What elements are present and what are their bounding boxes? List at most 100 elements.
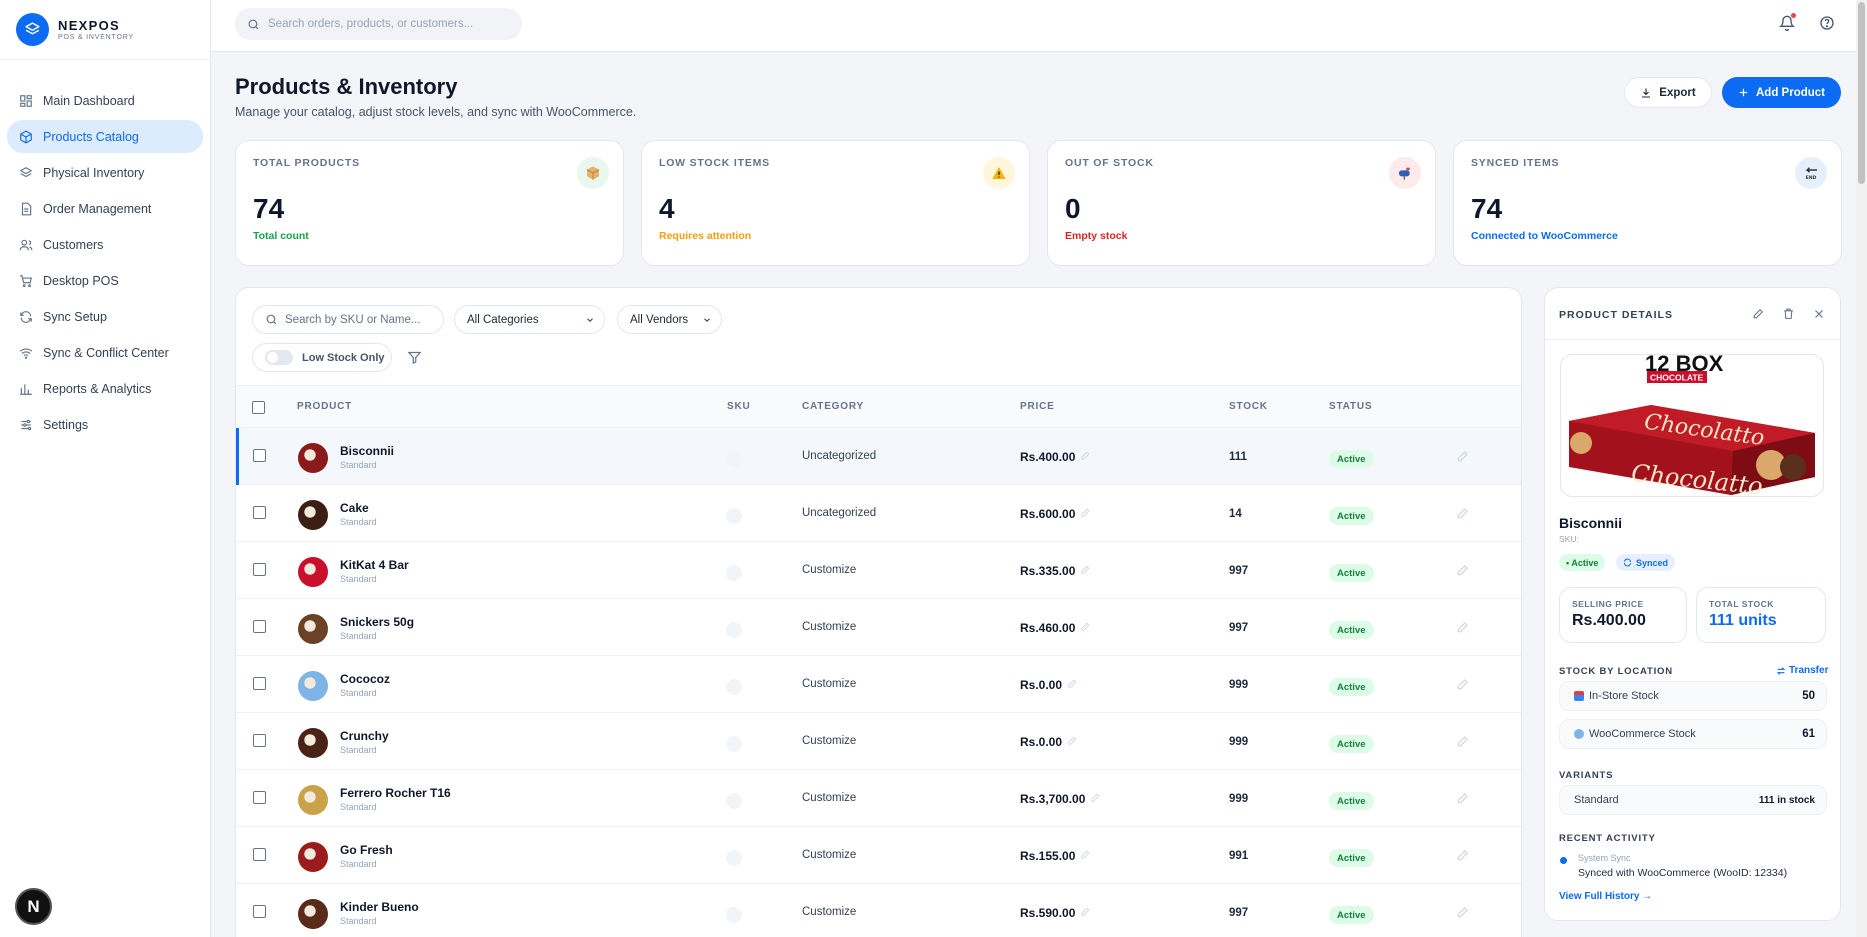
sidebar-item-sync-conflict-center[interactable]: Sync & Conflict Center — [7, 336, 203, 369]
edit-row-icon[interactable] — [1456, 905, 1470, 919]
table-row[interactable]: KitKat 4 Bar Standard Customize Rs.335.00 99… — [236, 542, 1521, 599]
product-price[interactable]: Rs.3,700.00 — [1020, 792, 1101, 806]
edit-price-icon[interactable] — [1075, 621, 1091, 635]
product-thumbnail — [298, 443, 328, 473]
edit-icon[interactable] — [1751, 306, 1766, 321]
close-icon[interactable] — [1811, 306, 1826, 321]
row-checkbox[interactable] — [253, 677, 266, 690]
row-checkbox[interactable] — [253, 734, 266, 747]
product-name[interactable]: Ferrero Rocher T16 — [340, 786, 451, 800]
edit-row-icon[interactable] — [1456, 506, 1470, 520]
product-name[interactable]: Bisconnii — [340, 444, 395, 458]
category-select[interactable]: All Categories — [454, 305, 605, 334]
select-all-checkbox[interactable] — [252, 401, 265, 414]
stat-label: SYNCED ITEMS — [1471, 157, 1560, 169]
location-value: 50 — [1802, 690, 1815, 702]
sku-search[interactable] — [252, 305, 444, 334]
vendor-select[interactable]: All Vendors — [617, 305, 722, 334]
scrollbar-thumb[interactable] — [1858, 2, 1865, 184]
product-price[interactable]: Rs.590.00 — [1020, 906, 1091, 920]
product-name[interactable]: Cococoz — [340, 672, 391, 686]
edit-price-icon[interactable] — [1085, 792, 1101, 806]
help-icon[interactable] — [1818, 14, 1836, 32]
sidebar-item-customers[interactable]: Customers — [7, 228, 203, 261]
edit-row-icon[interactable] — [1456, 791, 1470, 805]
edit-row-icon[interactable] — [1456, 734, 1470, 748]
page-scrollbar[interactable] — [1856, 0, 1867, 937]
column-header-price[interactable]: PRICE — [1020, 401, 1055, 412]
edit-row-icon[interactable] — [1456, 677, 1470, 691]
row-checkbox[interactable] — [253, 905, 266, 918]
table-row[interactable]: Kinder Bueno Standard Customize Rs.590.00 99… — [236, 884, 1521, 937]
column-header-category[interactable]: CATEGORY — [802, 401, 864, 412]
product-name[interactable]: Crunchy — [340, 729, 389, 743]
product-name[interactable]: Go Fresh — [340, 843, 393, 857]
table-row[interactable]: Snickers 50g Standard Customize Rs.460.00 99… — [236, 599, 1521, 656]
edit-price-icon[interactable] — [1062, 735, 1078, 749]
product-price[interactable]: Rs.400.00 — [1020, 450, 1091, 464]
export-button[interactable]: Export — [1624, 77, 1712, 108]
sidebar-item-order-management[interactable]: Order Management — [7, 192, 203, 225]
edit-row-icon[interactable] — [1456, 620, 1470, 634]
toggle-switch[interactable] — [265, 350, 293, 365]
notification-bell-icon[interactable] — [1778, 13, 1796, 32]
transfer-link[interactable]: Transfer — [1776, 665, 1828, 676]
sidebar-item-sync-setup[interactable]: Sync Setup — [7, 300, 203, 333]
column-header-status[interactable]: STATUS — [1329, 401, 1373, 412]
low-stock-toggle[interactable]: Low Stock Only — [252, 343, 392, 372]
row-checkbox[interactable] — [253, 563, 266, 576]
sku-search-input[interactable] — [285, 313, 435, 326]
product-name[interactable]: Kinder Bueno — [340, 900, 419, 914]
global-search[interactable] — [235, 8, 522, 40]
view-history-link[interactable]: View Full History → — [1559, 891, 1653, 902]
table-row[interactable]: Cococoz Standard Customize Rs.0.00 999 Active — [236, 656, 1521, 713]
row-checkbox[interactable] — [253, 449, 266, 462]
table-row[interactable]: Crunchy Standard Customize Rs.0.00 999 Active — [236, 713, 1521, 770]
product-name[interactable]: KitKat 4 Bar — [340, 558, 409, 572]
row-checkbox[interactable] — [253, 620, 266, 633]
sidebar-item-settings[interactable]: Settings — [7, 408, 203, 441]
row-checkbox[interactable] — [253, 848, 266, 861]
product-price[interactable]: Rs.0.00 — [1020, 678, 1078, 692]
table-row[interactable]: Go Fresh Standard Customize Rs.155.00 991 Act… — [236, 827, 1521, 884]
product-price[interactable]: Rs.155.00 — [1020, 849, 1091, 863]
product-price[interactable]: Rs.335.00 — [1020, 564, 1091, 578]
product-name[interactable]: Cake — [340, 501, 369, 515]
edit-row-icon[interactable] — [1456, 848, 1470, 862]
dev-badge[interactable]: N — [15, 888, 52, 925]
trash-icon[interactable] — [1781, 306, 1796, 321]
column-header-stock[interactable]: STOCK — [1229, 401, 1268, 412]
add-product-button[interactable]: Add Product — [1722, 77, 1841, 108]
filter-icon[interactable] — [407, 350, 422, 365]
edit-price-icon[interactable] — [1062, 678, 1078, 692]
product-price[interactable]: Rs.460.00 — [1020, 621, 1091, 635]
brand[interactable]: NEXPOS POS & INVENTORY — [0, 0, 210, 60]
edit-price-icon[interactable] — [1075, 849, 1091, 863]
topbar — [211, 0, 1856, 52]
column-header-sku[interactable]: SKU — [727, 401, 751, 412]
sidebar-item-physical-inventory[interactable]: Physical Inventory — [7, 156, 203, 189]
product-stock: 999 — [1229, 736, 1249, 748]
edit-price-icon[interactable] — [1075, 564, 1091, 578]
edit-price-icon[interactable] — [1075, 906, 1091, 920]
product-price[interactable]: Rs.600.00 — [1020, 507, 1091, 521]
sidebar-item-desktop-pos[interactable]: Desktop POS — [7, 264, 203, 297]
column-header-product[interactable]: PRODUCT — [297, 401, 353, 412]
edit-price-icon[interactable] — [1075, 507, 1091, 521]
edit-price-icon[interactable] — [1075, 450, 1091, 464]
sidebar-item-reports-analytics[interactable]: Reports & Analytics — [7, 372, 203, 405]
sidebar-item-products-catalog[interactable]: Products Catalog — [7, 120, 203, 153]
sidebar-item-main-dashboard[interactable]: Main Dashboard — [7, 84, 203, 117]
edit-row-icon[interactable] — [1456, 449, 1470, 463]
product-price[interactable]: Rs.0.00 — [1020, 735, 1078, 749]
edit-row-icon[interactable] — [1456, 563, 1470, 577]
product-name[interactable]: Snickers 50g — [340, 615, 415, 629]
store-icon — [1574, 691, 1584, 701]
row-checkbox[interactable] — [253, 506, 266, 519]
table-row[interactable]: Ferrero Rocher T16 Standard Customize Rs.3,… — [236, 770, 1521, 827]
table-row[interactable]: Bisconnii Standard Uncategorized Rs.400.00 1… — [236, 428, 1521, 485]
global-search-input[interactable] — [268, 18, 508, 30]
bar-chart-icon — [19, 382, 33, 396]
row-checkbox[interactable] — [253, 791, 266, 804]
table-row[interactable]: Cake Standard Uncategorized Rs.600.00 14 Acti… — [236, 485, 1521, 542]
